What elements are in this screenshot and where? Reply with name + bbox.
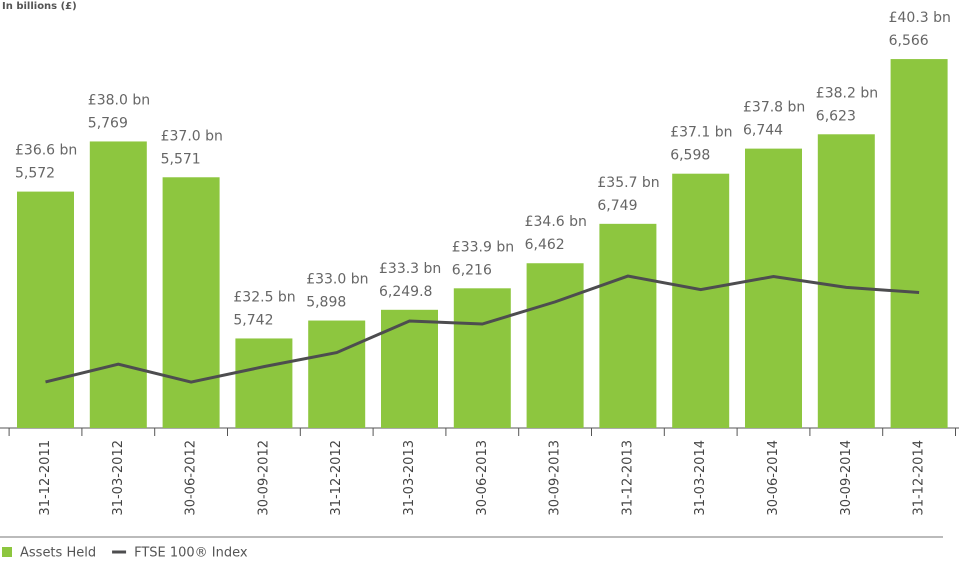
bar [745,148,802,429]
data-label: £33.3 bn [379,261,441,277]
bar [235,338,293,428]
line-series [45,274,920,384]
x-tick-label: 30-09-2012 [256,440,271,516]
legend-label: FTSE 100® Index [134,546,248,561]
bar [526,263,584,428]
data-label: 5,769 [88,115,128,131]
x-tick-label: 30-06-2012 [184,440,199,516]
data-label: £37.8 bn [743,100,805,116]
x-tick-label: 31-03-2014 [693,440,708,516]
x-tick-label: 30-06-2013 [475,440,490,516]
bar [599,223,657,428]
chart-title: In billions (£) [2,1,77,12]
data-label: £33.0 bn [306,272,368,288]
data-label: £38.2 bn [816,85,878,101]
data-label: 6,249.8 [379,284,432,300]
data-label: 5,898 [306,295,346,311]
bar [817,134,875,429]
data-label: £37.1 bn [670,125,732,141]
x-tick-label: 31-12-2011 [38,440,53,516]
data-label: £36.6 bn [15,143,77,159]
bar [890,59,948,429]
x-tick-label: 30-06-2014 [766,440,781,516]
data-label: £32.5 bn [233,289,295,305]
data-label: 6,744 [743,123,783,139]
x-tick-label: 30-09-2013 [548,440,563,516]
data-label: £34.6 bn [525,214,587,230]
data-label: £33.9 bn [452,239,514,255]
legend-swatch [2,547,12,557]
data-label: 6,623 [816,108,856,124]
data-label: 6,598 [670,148,710,164]
x-tick-label: 31-12-2012 [329,440,344,516]
data-label: 6,566 [889,33,929,49]
bar [453,288,511,428]
data-label: £35.7 bn [597,175,659,191]
bar [17,191,74,428]
data-label: 6,216 [452,262,492,278]
x-tick-label: 31-12-2014 [912,440,927,516]
x-tick-label: 31-12-2013 [620,440,635,516]
data-label: 5,571 [161,151,201,167]
x-tick-label: 31-03-2013 [402,440,417,516]
bar [672,173,730,428]
bar [162,177,220,428]
x-tick-label: 30-09-2014 [839,440,854,516]
data-label: £38.0 bn [88,92,150,108]
bar [308,320,366,428]
data-label: 5,742 [233,312,273,328]
data-label: 6,462 [525,237,565,253]
bar [381,309,438,428]
legend-label: Assets Held [20,546,96,561]
data-label: 5,572 [15,166,55,182]
data-label: £37.0 bn [161,128,223,144]
data-label: 6,749 [597,198,637,214]
bar [89,141,147,429]
data-label: £40.3 bn [889,10,951,26]
x-tick-label: 31-03-2012 [111,440,126,516]
